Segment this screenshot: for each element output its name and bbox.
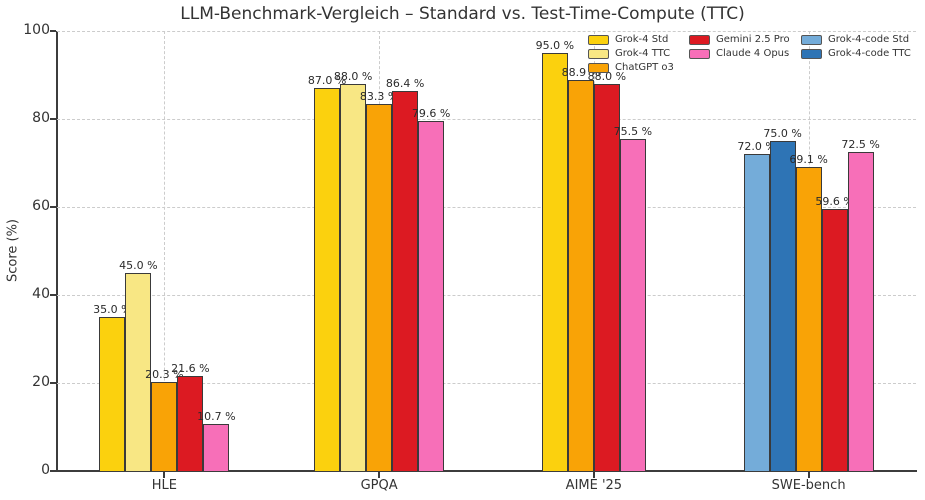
legend-label: Grok-4 TTC	[615, 48, 671, 59]
bar-value-label: 88.0 %	[333, 69, 373, 83]
y-tick-mark	[50, 470, 56, 472]
legend-label: Grok-4 Std	[615, 34, 669, 45]
y-tick-mark	[50, 30, 56, 32]
gridline-horizontal	[57, 31, 916, 32]
legend-label: Grok-4-code Std	[828, 34, 910, 45]
y-tick-label: 60	[32, 198, 50, 214]
x-tick-label: AIME '25	[565, 478, 623, 493]
legend-swatch	[801, 35, 822, 45]
x-tick-mark	[378, 472, 381, 478]
bar	[392, 90, 419, 471]
bar	[567, 79, 594, 471]
x-tick-mark	[592, 472, 595, 478]
gridline-horizontal	[57, 383, 916, 384]
gridline-horizontal	[57, 119, 916, 120]
bar-value-label: 95.0 %	[535, 39, 575, 52]
bar	[366, 104, 393, 471]
y-tick-label: 40	[32, 286, 50, 302]
legend-swatch	[588, 49, 609, 59]
x-tick-label: HLE	[151, 478, 177, 493]
gridline-vertical	[164, 31, 166, 471]
y-tick-label: 80	[32, 110, 50, 126]
x-tick-mark	[807, 472, 810, 478]
bar	[743, 154, 770, 471]
legend-label: Gemini 2.5 Pro	[716, 34, 790, 45]
legend-swatch	[689, 35, 710, 45]
legend-label: Grok-4-code TTC	[828, 48, 911, 59]
bar-value-label: 35.0 %	[93, 303, 132, 316]
bar	[314, 88, 341, 471]
bar	[769, 141, 796, 471]
y-axis-line	[56, 31, 58, 472]
y-tick-label: 100	[23, 22, 50, 38]
bar-value-label: 86.4 %	[385, 76, 425, 90]
bar-value-label: 75.5 %	[613, 124, 653, 138]
bar-value-label: 21.6 %	[171, 361, 210, 375]
bar-value-label: 69.1 %	[789, 152, 828, 166]
x-axis-line	[56, 470, 917, 472]
y-tick-mark	[50, 118, 56, 120]
bar	[203, 423, 230, 471]
bar	[541, 53, 568, 471]
chart-title: LLM-Benchmark-Vergleich – Standard vs. T…	[180, 4, 745, 24]
gridline-horizontal	[57, 295, 916, 296]
bar-value-label: 83.3 %	[359, 90, 399, 104]
y-tick-label: 20	[32, 374, 50, 390]
bar	[340, 83, 367, 471]
legend-swatch	[588, 63, 609, 73]
legend-label: ChatGPT o3	[615, 62, 674, 73]
bar-value-label: 10.7 %	[197, 409, 236, 423]
bar	[99, 317, 126, 471]
legend-swatch	[801, 49, 822, 59]
legend-swatch	[588, 35, 609, 45]
y-tick-mark	[50, 294, 56, 296]
bar	[847, 152, 874, 471]
bar	[151, 381, 178, 471]
bar-value-label: 20.3 %	[145, 367, 184, 381]
bar-value-label: 45.0 %	[119, 259, 158, 272]
bar	[821, 208, 848, 471]
legend-label: Claude 4 Opus	[716, 48, 790, 59]
legend-swatch	[689, 49, 710, 59]
y-tick-mark	[50, 206, 56, 208]
bar-value-label: 87.0 %	[307, 74, 347, 88]
bar-value-label: 88.0 %	[587, 69, 627, 83]
x-tick-mark	[163, 472, 166, 478]
bar-value-label: 75.0 %	[763, 127, 802, 140]
bar-value-label: 79.6 %	[411, 106, 451, 120]
x-tick-label: GPQA	[360, 478, 398, 493]
bar-value-label: 59.6 %	[815, 194, 854, 208]
gridline-horizontal	[57, 207, 916, 208]
bar	[177, 375, 204, 471]
bar	[418, 120, 445, 471]
bar	[125, 273, 152, 471]
bar	[619, 138, 646, 471]
bar	[795, 166, 822, 471]
bar	[593, 83, 620, 471]
bar-value-label: 72.0 %	[737, 140, 776, 154]
bar-value-label: 72.5 %	[841, 138, 880, 151]
x-tick-label: SWE-bench	[771, 478, 846, 493]
y-tick-label: 0	[41, 462, 50, 478]
y-tick-mark	[50, 382, 56, 384]
